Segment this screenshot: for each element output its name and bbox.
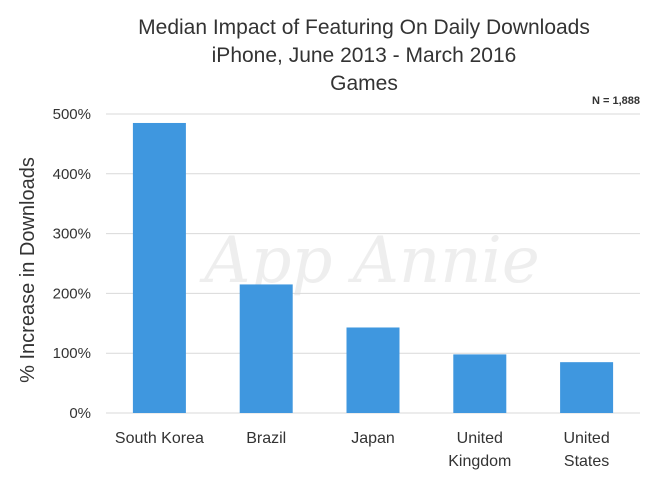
chart-title-line: Games (330, 72, 398, 95)
bar (132, 122, 186, 413)
y-tick-label: 500% (53, 106, 91, 123)
x-category-label: United (457, 430, 503, 447)
x-axis-categories: South Korea Brazil Japan United Kingdom Unite… (115, 430, 610, 470)
bars (132, 122, 614, 413)
chart-title-line: iPhone, June 2013 - March 2016 (212, 44, 517, 67)
y-axis-label: % Increase in Downloads (17, 157, 39, 383)
x-category-label: South Korea (115, 430, 204, 447)
y-axis-ticks: 0% 100% 200% 300% 400% 500% (53, 106, 91, 422)
x-category-label: Kingdom (448, 453, 511, 470)
chart-title: Median Impact of Featuring On Daily Down… (138, 16, 590, 95)
x-category-label: States (564, 453, 609, 470)
chart-title-line: Median Impact of Featuring On Daily Down… (138, 16, 590, 39)
x-category-label: Japan (351, 430, 395, 447)
bar (453, 354, 507, 413)
y-tick-label: 100% (53, 345, 91, 362)
bar (560, 362, 614, 413)
x-category-label: United (563, 430, 609, 447)
bar (346, 327, 400, 413)
bar (239, 284, 293, 413)
sample-size-note: N = 1,888 (592, 95, 640, 107)
y-tick-label: 300% (53, 226, 91, 243)
y-tick-label: 400% (53, 166, 91, 183)
x-category-label: Brazil (246, 430, 286, 447)
y-tick-label: 200% (53, 285, 91, 302)
y-tick-label: 0% (69, 405, 91, 422)
